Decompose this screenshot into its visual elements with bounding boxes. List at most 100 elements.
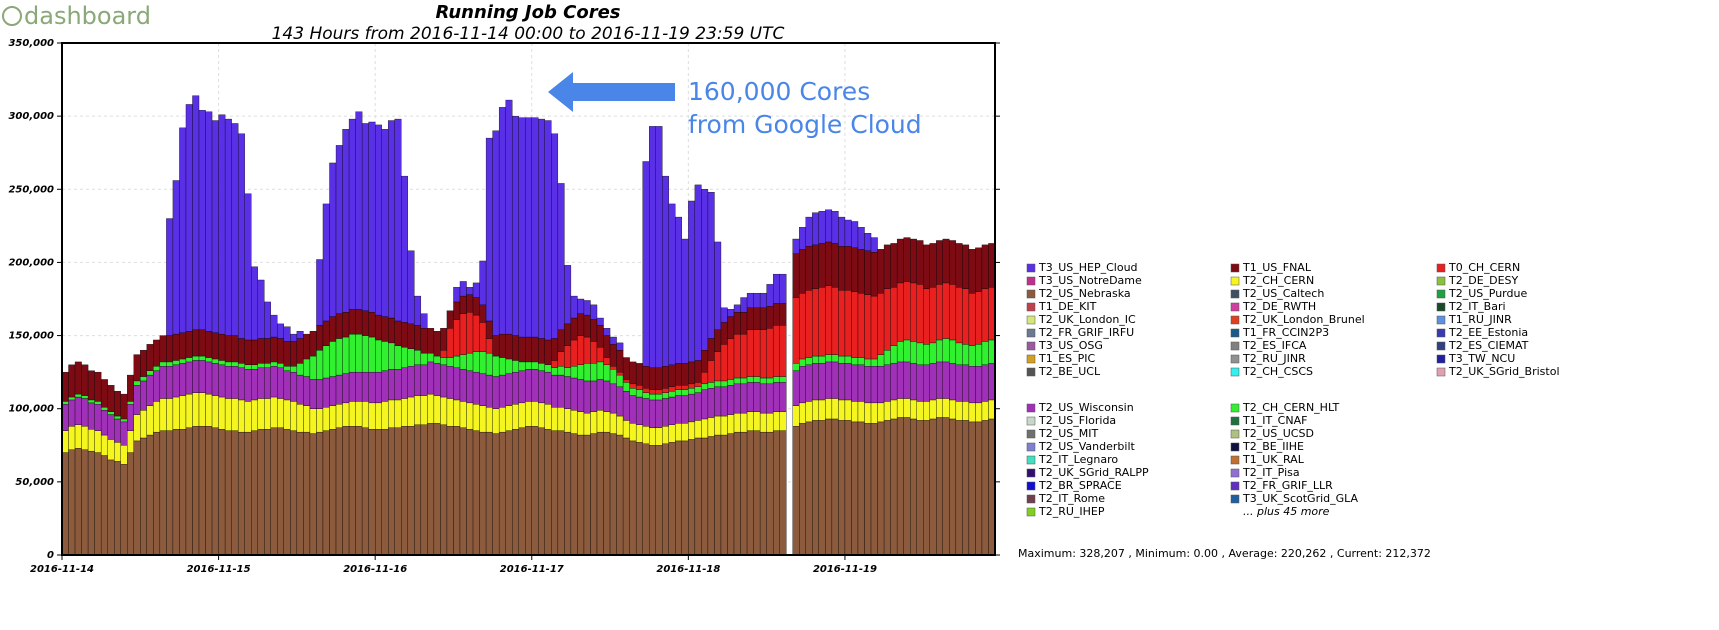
legend-swatch: [1026, 341, 1036, 351]
bar-segment: [316, 431, 324, 556]
bar-segment: [870, 423, 878, 556]
bar-segment: [264, 429, 271, 556]
bar-segment: [420, 364, 428, 396]
bar-segment: [283, 341, 291, 367]
bar-segment: [759, 307, 767, 330]
bar-segment: [277, 427, 285, 556]
bar-segment: [962, 401, 970, 421]
bar-segment: [277, 323, 285, 339]
bar-segment: [146, 370, 154, 376]
bar-segment: [420, 352, 428, 366]
bar-segment: [825, 241, 833, 287]
bar-segment: [831, 287, 839, 355]
legend-label: T1_FR_CCIN2P3: [1242, 326, 1329, 339]
bar-segment: [936, 361, 943, 399]
bar-segment: [251, 364, 258, 370]
legend-label: T2_ES_IFCA: [1242, 339, 1307, 352]
annotation-text: from Google Cloud: [688, 110, 922, 139]
bar-segment: [231, 430, 239, 556]
logo: dashboard: [2, 2, 151, 30]
bar-segment: [244, 339, 252, 366]
bar-segment: [159, 430, 167, 556]
bar-segment: [512, 360, 519, 373]
bar-segment: [753, 292, 761, 308]
bar-segment: [955, 243, 963, 288]
bar-segment: [629, 361, 637, 385]
bar-segment: [114, 461, 121, 556]
bar-segment: [805, 364, 813, 402]
bar-segment: [642, 426, 650, 444]
bar-segment: [609, 344, 617, 367]
bar-segment: [270, 427, 278, 556]
bar-segment: [100, 379, 108, 408]
bar-segment: [381, 370, 389, 402]
bar-segment: [864, 366, 872, 404]
bar-segment: [557, 183, 565, 330]
bar-segment: [446, 310, 454, 329]
bar-segment: [609, 433, 617, 556]
bar-segment: [857, 292, 865, 358]
bar-segment: [870, 358, 878, 367]
bar-segment: [355, 333, 363, 373]
legend-label: T2_US_Purdue: [1448, 287, 1527, 300]
bar-segment: [335, 374, 343, 405]
bar-segment: [498, 431, 506, 556]
bar-segment: [962, 344, 970, 366]
bar-segment: [603, 380, 611, 412]
bar-segment: [851, 357, 859, 366]
bar-segment: [694, 437, 702, 556]
bar-segment: [218, 360, 226, 366]
legend-swatch: [1436, 276, 1446, 286]
bar-segment: [929, 418, 937, 556]
bar-segment: [981, 401, 989, 421]
bar-segment: [244, 193, 252, 341]
bar-segment: [962, 288, 970, 345]
bar-segment: [590, 411, 598, 434]
bar-segment: [388, 399, 395, 428]
bar-segment: [257, 279, 265, 339]
bar-segment: [505, 333, 513, 360]
bar-segment: [198, 110, 206, 330]
legend-swatch: [1230, 341, 1240, 351]
bar-segment: [662, 366, 669, 389]
bar-segment: [446, 426, 454, 556]
bar-segment: [264, 301, 271, 339]
legend-swatch: [1230, 315, 1240, 325]
bar-segment: [114, 418, 121, 443]
bar-segment: [505, 358, 513, 374]
bar-segment: [146, 374, 154, 406]
bar-segment: [224, 398, 232, 431]
bar-segment: [740, 297, 748, 313]
bar-segment: [766, 284, 774, 307]
bar-segment: [414, 364, 422, 396]
legend-label: T2_UK_London_IC: [1038, 313, 1136, 326]
chart-subtitle: 143 Hours from 2016-11-14 00:00 to 2016-…: [272, 24, 785, 44]
bar-segment: [812, 244, 820, 289]
bar-segment: [551, 367, 559, 376]
bar-segment: [649, 393, 656, 401]
bar-segment: [740, 431, 748, 556]
bar-segment: [818, 420, 826, 556]
bar-segment: [290, 430, 298, 556]
bar-segment: [583, 363, 591, 382]
bar-segment: [374, 371, 382, 404]
bar-segment: [733, 412, 741, 433]
bar-segment: [603, 328, 611, 336]
bar-segment: [94, 401, 102, 405]
bar-segment: [877, 249, 885, 294]
legend-label: T2_CH_CERN_HLT: [1242, 401, 1340, 414]
bar-segment: [805, 401, 813, 423]
bar-segment: [179, 363, 187, 396]
bar-segment: [264, 363, 271, 368]
legend-swatch: [1026, 354, 1036, 364]
bar-segment: [831, 211, 839, 244]
bar-segment: [381, 129, 389, 317]
bar-segment: [68, 449, 76, 556]
bar-segment: [818, 287, 826, 357]
bar-segment: [538, 402, 545, 428]
bar-segment: [851, 221, 859, 248]
bar-segment: [714, 386, 722, 417]
bar-segment: [981, 341, 989, 366]
bar-segment: [127, 430, 134, 453]
logo-icon: [2, 6, 22, 26]
